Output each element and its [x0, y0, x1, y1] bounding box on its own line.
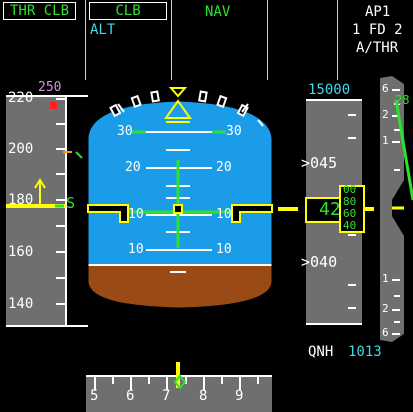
target-speed: 250	[38, 80, 62, 95]
vs-scale-1-down: 1	[382, 272, 389, 285]
fma-vertical-mode: CLB	[89, 2, 167, 20]
fma-autothrust-status: A/THR	[356, 40, 399, 56]
heading-ticks	[94, 377, 259, 390]
fma-lateral-mode: NAV	[205, 4, 231, 20]
fma-col-approach	[268, 0, 338, 80]
fma-thrust-mode: THR CLB	[3, 2, 77, 20]
pitch-label-right-10-down: 10	[216, 242, 232, 257]
speed-tick-220: 220	[8, 90, 34, 106]
pitch-label-left-10-down: 10	[128, 242, 144, 257]
pitch-label-right-30: 30	[226, 124, 242, 139]
pitch-label-right-20: 20	[216, 160, 232, 175]
vs-needle	[394, 99, 413, 201]
heading-tick-8: 8	[199, 388, 208, 404]
altitude-tick-040: >040	[301, 253, 338, 271]
pitch-label-left-10-up: 10	[128, 207, 144, 222]
altitude-drum-60: 60	[343, 207, 357, 220]
speed-tick-140: 140	[8, 296, 34, 312]
baro-label: QNH	[308, 344, 334, 360]
speed-trend-arrowhead	[34, 178, 46, 189]
altitude-readout-box	[305, 197, 343, 223]
current-altitude: 42	[319, 199, 341, 220]
fma-col-engagement: AP1 1 FD 2 A/THR	[338, 0, 413, 80]
aircraft-symbol-right-wing	[231, 204, 273, 223]
vs-scale-6-down: 6	[382, 326, 389, 339]
selected-altitude: 15000	[308, 82, 351, 98]
aircraft-symbol-left-wing	[87, 204, 129, 223]
pitch-label-left-30: 30	[117, 124, 133, 139]
speed-tape	[6, 96, 66, 326]
altitude-drum-40: 40	[343, 219, 357, 232]
pitch-label-right-10-up: 10	[216, 207, 232, 222]
speed-tick-160: 160	[8, 244, 34, 260]
track-diamond	[173, 374, 187, 390]
vs-value: 28	[395, 93, 410, 107]
fma-col-vertical: CLB ALT	[86, 0, 172, 80]
aircraft-center-dot	[173, 204, 183, 214]
fma-col-lateral: NAV	[172, 0, 268, 80]
pitch-label-left-20: 20	[125, 160, 141, 175]
heading-tick-7: 7	[162, 388, 171, 404]
roll-scale	[109, 90, 264, 127]
flight-mode-annunciator: THR CLB CLB ALT NAV AP1 1 FD 2 A/THR	[0, 0, 413, 80]
roll-pointer	[164, 99, 192, 119]
fma-flight-director: 1 FD 2	[352, 22, 403, 38]
roll-index	[168, 87, 188, 98]
heading-tick-9: 9	[235, 388, 244, 404]
altitude-drum-80: 80	[343, 195, 357, 208]
altitude-drum-00: 00	[343, 183, 357, 196]
speed-tick-200: 200	[8, 141, 34, 157]
baro-setting: 1013	[348, 344, 382, 360]
heading-tick-6: 6	[126, 388, 135, 404]
sky	[88, 101, 272, 265]
fma-col-autothrust: THR CLB	[0, 0, 86, 80]
heading-tick-5: 5	[90, 388, 99, 404]
vs-scale-2-up: 2	[382, 108, 389, 121]
vs-scale-2-down: 2	[382, 302, 389, 315]
green-dot-mark	[75, 151, 83, 159]
vs-scale-6-up: 6	[382, 82, 389, 95]
vs-scale-1-up: 1	[382, 134, 389, 147]
fma-vertical-armed: ALT	[90, 22, 116, 38]
speed-limit-marker	[50, 102, 57, 109]
attitude-sphere	[88, 101, 272, 308]
altitude-tick-045: >045	[301, 154, 338, 172]
altitude-drum-box	[339, 185, 365, 233]
speed-tape-ticks	[56, 98, 66, 305]
s-speed-marker: S	[66, 194, 76, 212]
speed-tick-180: 180	[8, 192, 34, 208]
fma-autopilot: AP1	[365, 4, 391, 20]
